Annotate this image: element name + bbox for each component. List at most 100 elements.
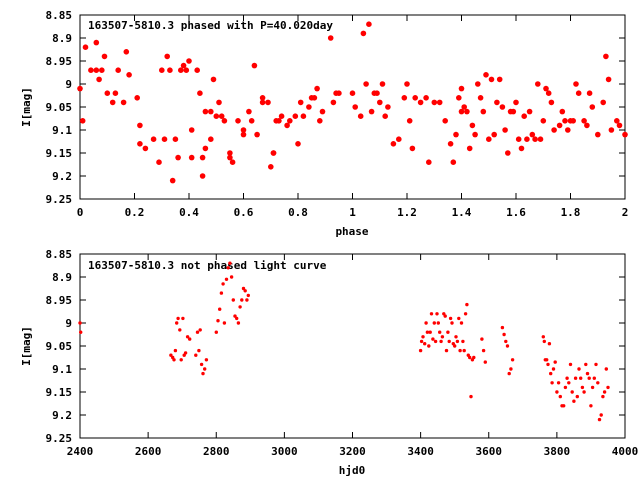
data-point (521, 113, 527, 119)
data-point (349, 90, 356, 96)
data-point (219, 291, 224, 295)
data-point (150, 136, 157, 142)
data-point (79, 330, 83, 334)
data-point (423, 95, 429, 101)
data-point (276, 118, 282, 124)
data-point (176, 316, 180, 321)
data-point (379, 81, 386, 87)
y-tick-label: 9 (65, 78, 72, 91)
data-point (556, 122, 563, 129)
data-point (216, 319, 220, 323)
data-point (330, 99, 337, 106)
data-point (319, 108, 326, 115)
data-point (409, 145, 416, 152)
data-point (374, 90, 380, 96)
data-point (357, 113, 364, 119)
data-point (186, 58, 192, 64)
y-tick-label: 9.2 (52, 409, 72, 422)
data-point (218, 113, 225, 119)
data-point (575, 394, 579, 399)
data-point (159, 67, 165, 73)
data-point (385, 104, 391, 110)
data-point (428, 330, 432, 334)
x-tick-label: 0.8 (288, 206, 308, 219)
data-point (202, 108, 209, 115)
data-point (181, 316, 185, 321)
data-point (213, 113, 220, 119)
data-point (194, 353, 198, 357)
data-point (93, 67, 100, 73)
data-point (429, 312, 434, 316)
data-point (518, 145, 525, 152)
axis-ticks: 2400 2600 2800 3000 3200 3400 3600 3800 4000 8.85… (46, 248, 639, 458)
data-point (603, 53, 609, 60)
data-point (496, 76, 503, 83)
data-point (427, 344, 431, 348)
y-tick-label: 8.85 (46, 9, 73, 22)
data-point (210, 76, 217, 83)
data-point (77, 85, 83, 92)
data-point (421, 335, 425, 339)
data-point (99, 67, 105, 73)
x-tick-label: 3600 (476, 445, 503, 458)
data-point (601, 394, 605, 399)
x-tick-label: 2400 (67, 445, 94, 458)
data-point (197, 90, 203, 96)
data-point (448, 316, 453, 321)
x-axis-label: hjd0 (339, 464, 366, 477)
data-point (82, 44, 89, 50)
data-point (547, 342, 552, 346)
data-point (180, 62, 187, 69)
data-point (573, 376, 578, 380)
data-point (93, 39, 100, 46)
data-point (214, 330, 218, 334)
data-point (480, 108, 487, 115)
x-axis-label: phase (335, 225, 368, 238)
chart-title: 163507-5810.3 phased with P=40.020day (88, 19, 333, 32)
y-tick-label: 8.9 (52, 32, 72, 45)
data-point (459, 321, 464, 325)
data-point (406, 118, 413, 124)
data-point (589, 404, 593, 408)
data-point (134, 95, 140, 101)
data-point (185, 335, 190, 339)
data-point (454, 335, 458, 339)
data-point (208, 136, 214, 142)
data-point (573, 81, 579, 87)
data-point (577, 367, 581, 371)
data-point (453, 344, 457, 348)
data-point (246, 108, 252, 115)
data-point (556, 381, 561, 385)
data-point (555, 390, 559, 394)
data-point (377, 99, 383, 106)
data-point (224, 277, 229, 281)
data-point (197, 348, 201, 353)
data-point (226, 266, 230, 270)
data-point (424, 321, 428, 325)
data-point (542, 339, 546, 344)
data-point (222, 321, 227, 325)
data-point (295, 141, 301, 147)
data-point (229, 275, 234, 279)
data-point (475, 81, 481, 87)
data-point (589, 104, 596, 110)
data-point (431, 99, 438, 106)
y-tick-label: 8.9 (52, 271, 72, 284)
data-point (238, 305, 242, 309)
data-point (570, 118, 576, 124)
data-point (96, 76, 102, 83)
data-point (194, 67, 200, 73)
data-points (77, 21, 628, 184)
data-point (549, 371, 553, 376)
data-point (575, 90, 582, 96)
data-point (507, 371, 511, 376)
data-point (567, 381, 571, 385)
x-tick-label: 2600 (135, 445, 162, 458)
data-point (425, 330, 430, 334)
data-point (524, 136, 530, 142)
data-point (463, 312, 468, 316)
data-point (417, 99, 424, 106)
data-point (259, 95, 266, 101)
data-point (510, 358, 515, 362)
data-point (545, 90, 552, 96)
